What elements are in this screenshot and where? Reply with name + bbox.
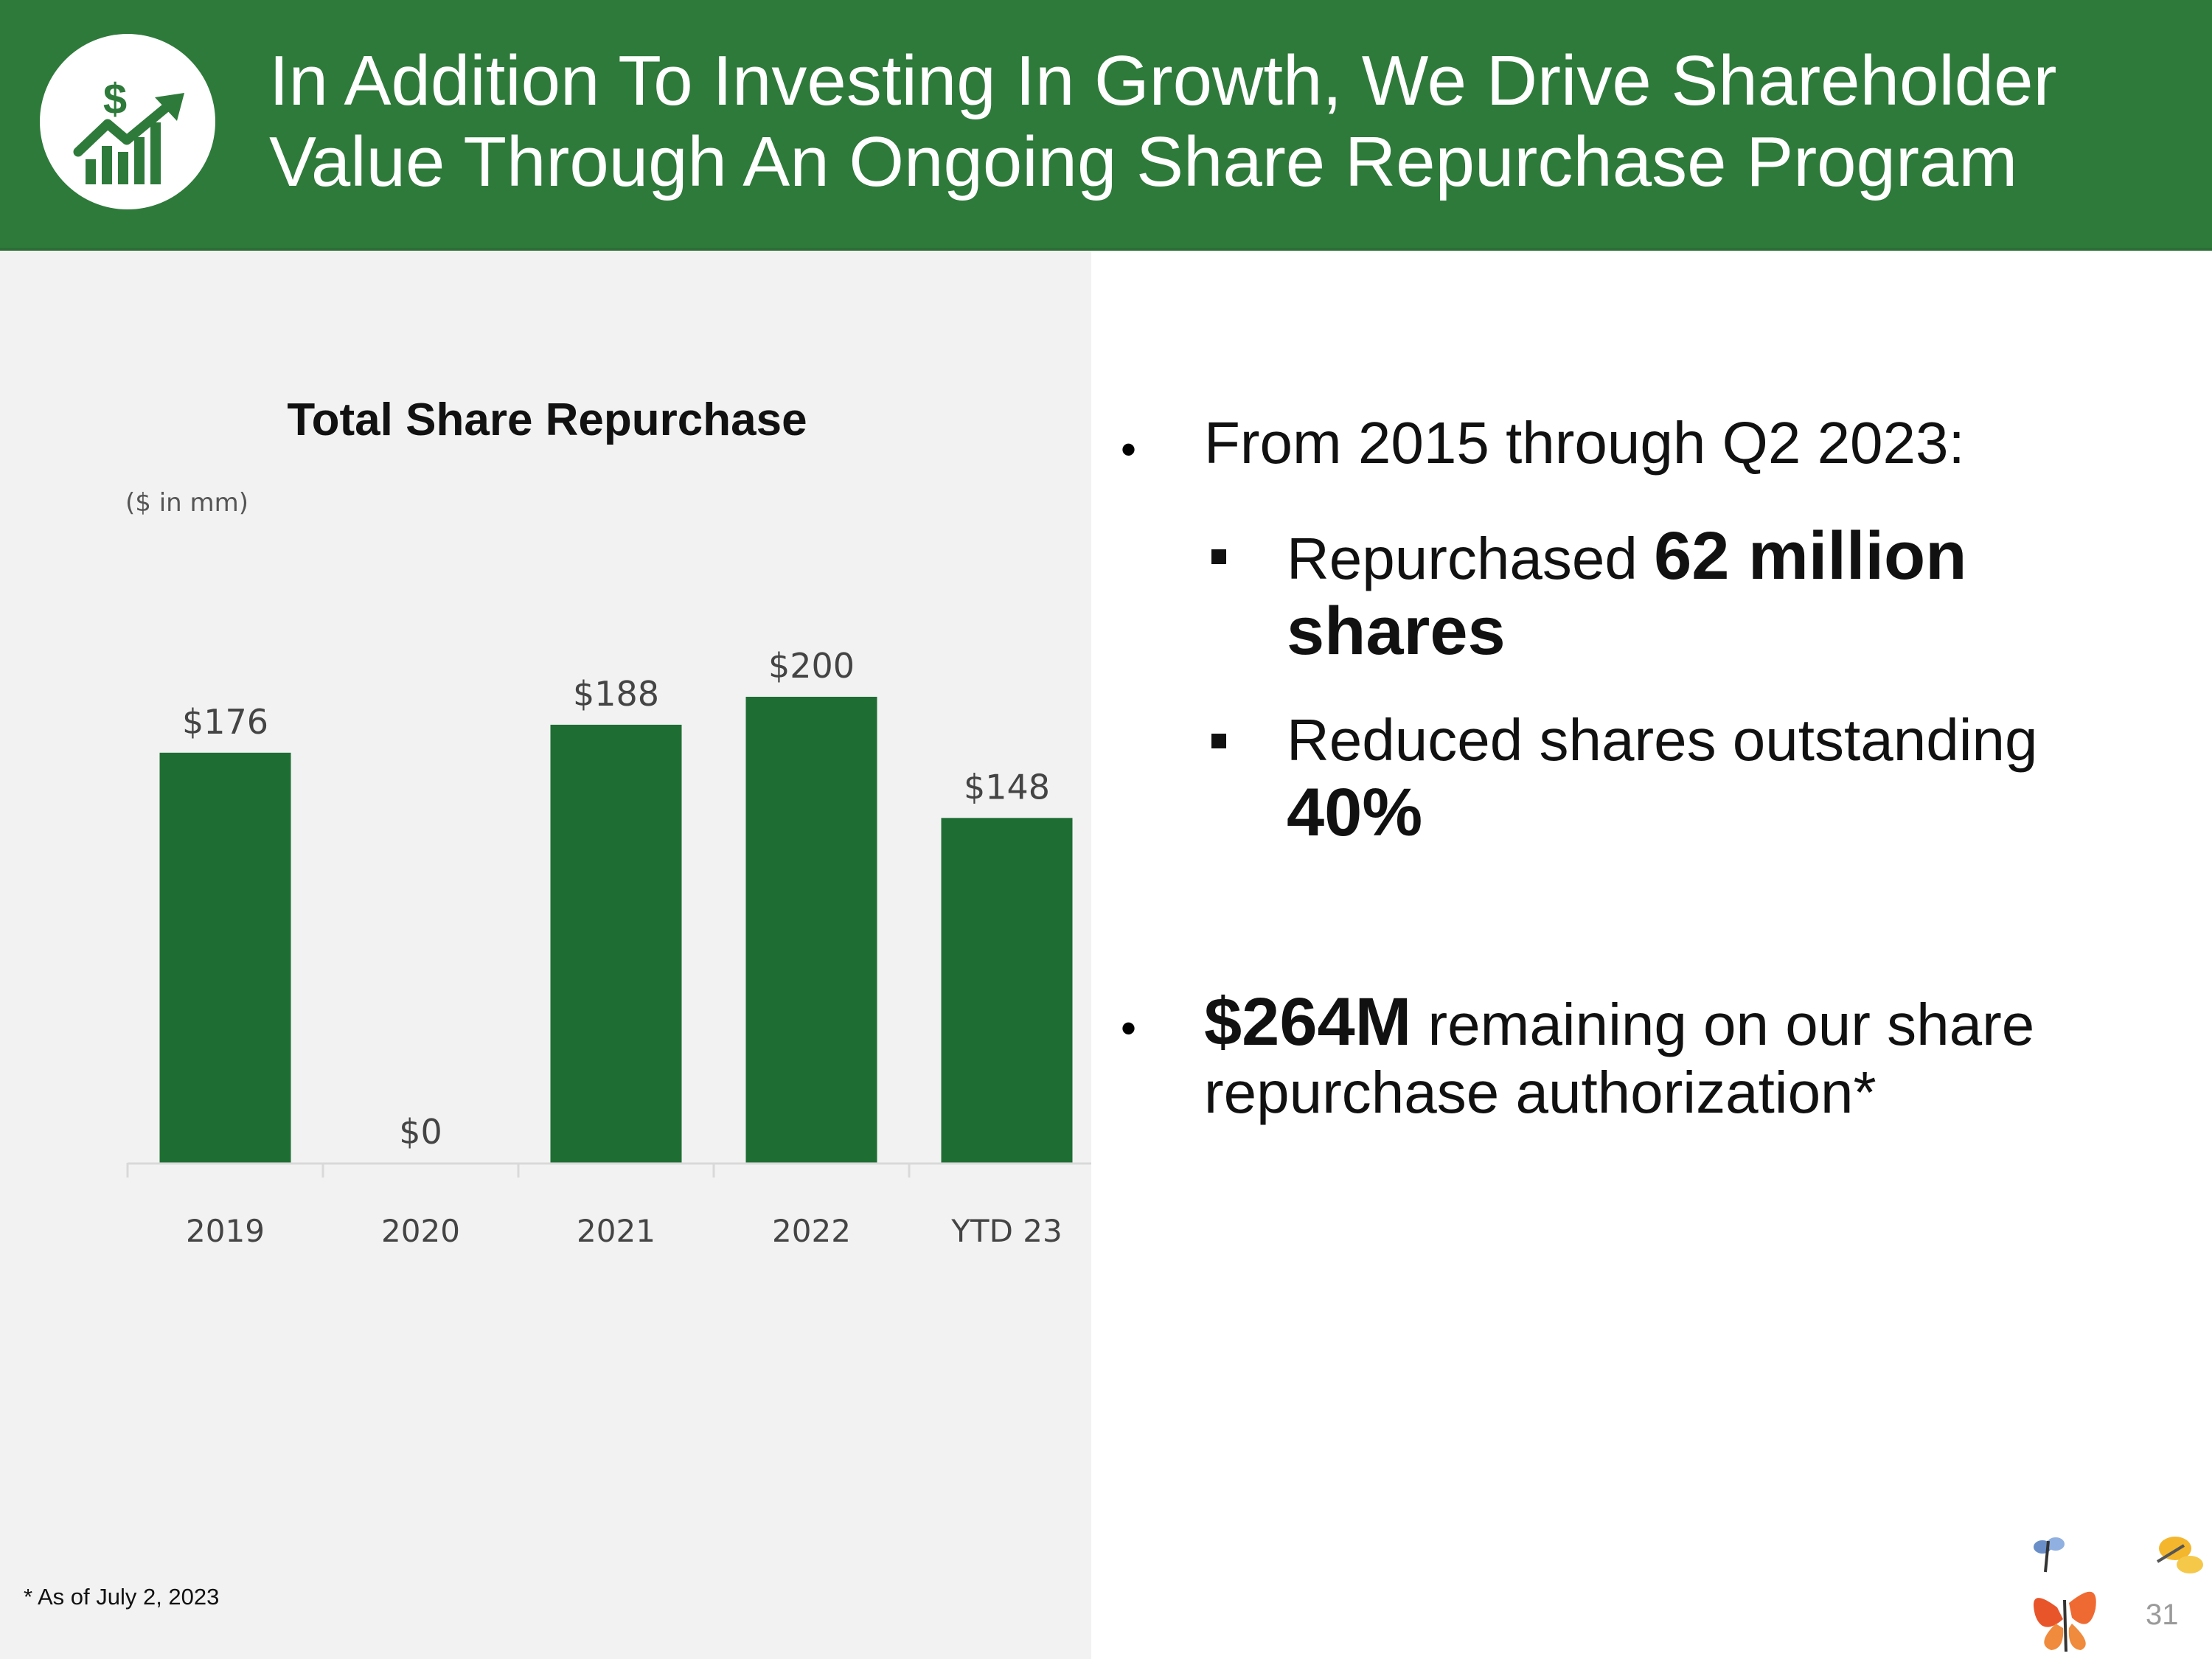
data-label: $0: [399, 1112, 442, 1152]
sub-bullet-shares-reduced: Reduced shares outstanding 40%: [1287, 704, 2171, 852]
remaining-amount: $264M: [1204, 984, 1412, 1060]
bar-2022: [745, 697, 877, 1163]
data-label: $148: [964, 767, 1050, 807]
footnote: * As of July 2, 2023: [24, 1584, 220, 1610]
sub-bullet-marker: [1211, 549, 1226, 564]
page-number: 31: [2146, 1599, 2179, 1631]
bullet-remaining-authorization: $264M remaining on our share repurchase …: [1204, 988, 2126, 1127]
x-tick-label: 2021: [577, 1213, 655, 1249]
growth-chart-dollar-icon: $: [40, 34, 215, 209]
title-line-1: In Addition To Investing In Growth, We D…: [269, 41, 2057, 120]
page-title: In Addition To Investing In Growth, We D…: [269, 41, 2186, 203]
x-tick-label: 2019: [186, 1213, 265, 1249]
chart-unit-label: ($ in mm): [125, 488, 248, 518]
bar-2021: [550, 724, 682, 1163]
shares-reduced-value: 40%: [1287, 775, 1423, 850]
shares-repurchased-value: 62 million shares: [1287, 518, 1967, 669]
data-label: $200: [768, 646, 855, 686]
data-label: $176: [182, 702, 268, 742]
sub-bullet-text: Repurchased: [1287, 526, 1655, 591]
bullet-marker: •: [1121, 425, 1137, 474]
bullet-panel: • From 2015 through Q2 2023: Repurchased…: [1091, 251, 2212, 1659]
sub-bullet-text: Reduced shares outstanding: [1287, 707, 2038, 773]
x-tick-label: 2022: [772, 1213, 851, 1249]
title-line-2: Value Through An Ongoing Share Repurchas…: [269, 122, 2018, 201]
bar-chart: Total Share Repurchase ($ in mm) $176 $0 $…: [125, 394, 1091, 1249]
sub-bullet-shares-repurchased: Repurchased 62 million shares: [1287, 520, 2171, 670]
svg-text:$: $: [103, 75, 127, 123]
header-bar: $ In Addition To Investing In Growth, We…: [0, 0, 2212, 251]
x-tick-label: 2020: [381, 1213, 460, 1249]
chart-panel: Total Share Repurchase ($ in mm) $176 $0 $…: [0, 251, 1091, 1659]
data-label: $188: [573, 674, 659, 714]
remaining-text: remaining on our share repurchase author…: [1204, 992, 2035, 1125]
bar-ytd-23: [941, 818, 1073, 1163]
chart-title: Total Share Repurchase: [287, 394, 807, 445]
bullet-marker: •: [1121, 1004, 1137, 1053]
bar-2019: [159, 752, 291, 1163]
x-tick-label: YTD 23: [950, 1213, 1062, 1249]
butterflies-icon: [2034, 1537, 2203, 1652]
sub-bullet-marker: [1211, 734, 1226, 748]
bullet-period: From 2015 through Q2 2023:: [1204, 410, 1965, 476]
